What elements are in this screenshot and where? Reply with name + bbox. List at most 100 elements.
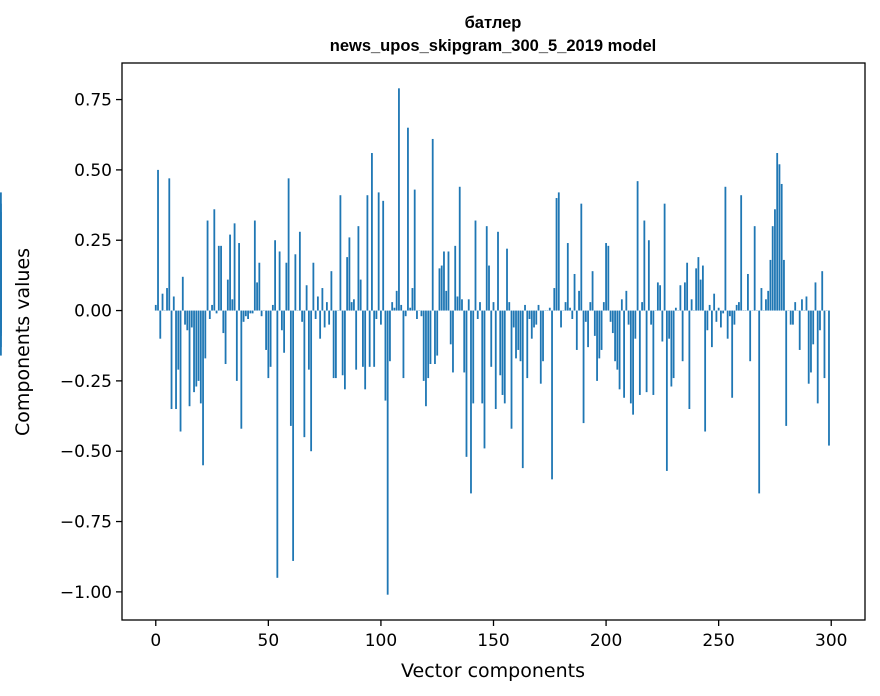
bar xyxy=(503,310,506,404)
bar xyxy=(461,299,463,311)
bar xyxy=(470,310,472,494)
bar xyxy=(402,310,405,379)
bar xyxy=(407,127,409,311)
bar xyxy=(166,288,168,311)
bar xyxy=(801,299,803,311)
bar xyxy=(780,183,783,311)
y-tick-label: 0.50 xyxy=(74,161,112,181)
y-tick-label: −0.50 xyxy=(60,442,112,462)
bar xyxy=(186,310,189,331)
bar xyxy=(553,288,556,311)
bar xyxy=(555,198,558,311)
y-tick-label: 0.25 xyxy=(74,231,112,251)
bar xyxy=(242,310,245,322)
bar xyxy=(159,310,162,339)
bar xyxy=(485,226,488,311)
bar xyxy=(643,220,646,311)
x-tick-label: 0 xyxy=(150,631,161,651)
y-tick-label: 0.75 xyxy=(74,91,112,111)
bar xyxy=(789,310,792,325)
bar xyxy=(814,282,817,311)
bar xyxy=(580,203,583,311)
bar xyxy=(454,245,457,311)
bar xyxy=(769,259,772,311)
bar xyxy=(573,273,576,311)
bar xyxy=(656,282,659,311)
bar xyxy=(199,310,202,404)
bar xyxy=(344,310,346,390)
bar xyxy=(625,290,628,311)
bar xyxy=(184,310,186,325)
bar xyxy=(364,310,367,390)
bar xyxy=(312,262,315,311)
bar xyxy=(172,296,175,311)
bar xyxy=(413,189,416,311)
bar xyxy=(373,310,376,367)
bar xyxy=(722,310,725,314)
bar xyxy=(161,293,164,311)
x-tick-label: 100 xyxy=(365,631,397,651)
bar xyxy=(512,310,515,328)
bar xyxy=(377,192,380,311)
bar xyxy=(753,226,756,311)
bar xyxy=(542,310,544,362)
bar xyxy=(404,310,407,317)
bar xyxy=(602,302,605,311)
bar xyxy=(704,310,707,432)
bar xyxy=(690,299,693,311)
bar xyxy=(445,290,448,311)
bar xyxy=(181,276,184,311)
bar xyxy=(195,310,198,387)
bar xyxy=(783,259,785,311)
bar xyxy=(564,302,567,311)
bar xyxy=(204,310,207,359)
y-tick-label: −0.25 xyxy=(60,372,112,392)
bar xyxy=(154,304,157,311)
bar xyxy=(611,310,614,334)
bar xyxy=(481,310,484,404)
bar xyxy=(715,310,718,322)
bar xyxy=(641,302,643,311)
bar xyxy=(488,265,490,311)
bar xyxy=(506,248,508,311)
bar xyxy=(620,299,623,311)
bar xyxy=(323,310,326,328)
bar xyxy=(521,310,524,469)
bar xyxy=(593,310,596,336)
bar xyxy=(359,279,362,311)
bar xyxy=(537,304,540,311)
bar xyxy=(740,195,743,311)
bar xyxy=(598,310,601,359)
bar xyxy=(708,304,711,311)
bar xyxy=(334,310,337,379)
bar xyxy=(244,310,247,317)
bar xyxy=(659,285,662,311)
bar xyxy=(395,290,398,311)
bar xyxy=(168,178,171,311)
bar xyxy=(170,310,173,410)
bar xyxy=(533,310,535,328)
bar xyxy=(292,310,295,561)
bar xyxy=(584,310,587,322)
bar xyxy=(366,195,369,311)
bar xyxy=(634,310,637,339)
bar xyxy=(208,310,211,319)
bar xyxy=(785,310,788,426)
bar xyxy=(0,237,2,311)
bar xyxy=(393,307,396,311)
bar xyxy=(557,192,560,311)
bar xyxy=(490,310,493,367)
bar xyxy=(765,299,767,311)
bar xyxy=(357,226,360,311)
bar xyxy=(627,310,630,325)
bar xyxy=(353,299,355,311)
bar xyxy=(258,262,261,311)
bar xyxy=(476,310,479,319)
bar xyxy=(222,310,225,334)
bar xyxy=(238,243,240,311)
bar xyxy=(665,310,668,471)
bar xyxy=(217,245,220,311)
bar xyxy=(647,240,650,311)
bar xyxy=(760,288,763,311)
bar xyxy=(420,310,423,317)
